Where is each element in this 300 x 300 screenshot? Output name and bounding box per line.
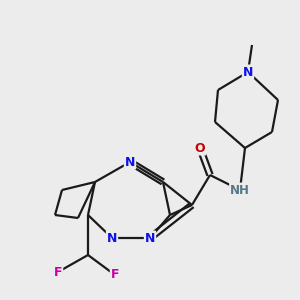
Text: O: O — [195, 142, 205, 154]
Text: N: N — [107, 232, 117, 244]
Text: N: N — [145, 232, 155, 244]
Text: N: N — [125, 155, 135, 169]
Text: NH: NH — [230, 184, 250, 196]
Text: N: N — [243, 65, 253, 79]
Text: F: F — [111, 268, 119, 281]
Text: F: F — [54, 266, 62, 278]
